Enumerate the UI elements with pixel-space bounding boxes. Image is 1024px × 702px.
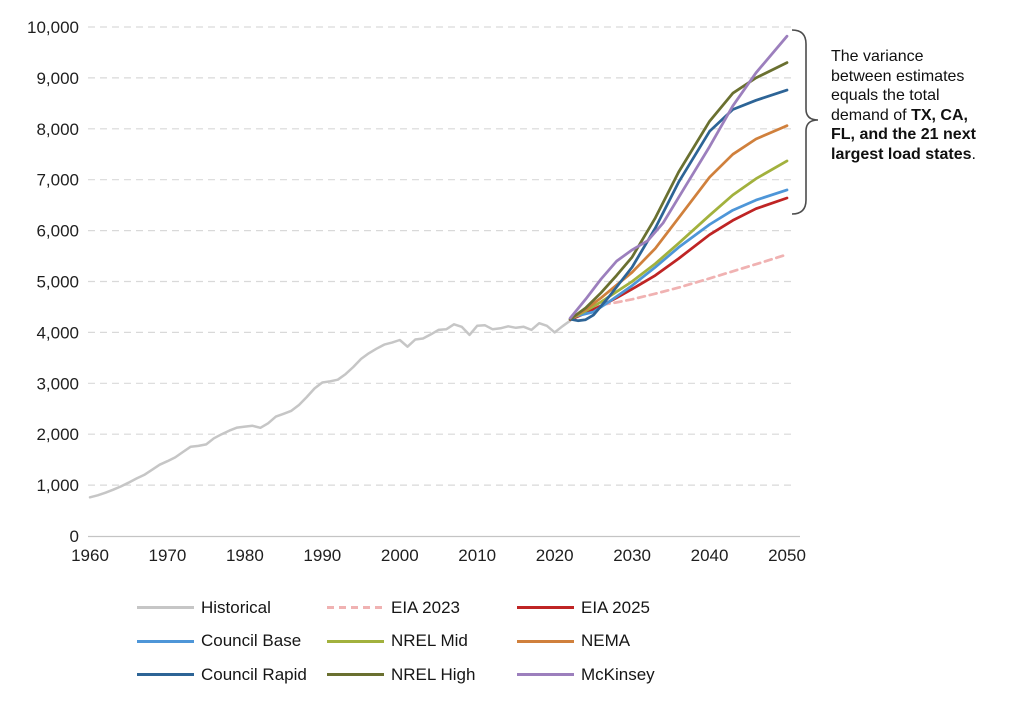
annotation-bold-segment: FL, and the 21 next: [831, 126, 976, 143]
annotation-segment: between estimates: [831, 67, 965, 85]
legend-row: Council Rapid NREL High McKinsey: [137, 658, 877, 692]
legend-swatch-nema: [517, 639, 574, 643]
x-tick-label-1990: 1990: [303, 546, 341, 565]
x-tick-label-2010: 2010: [458, 546, 496, 565]
y-axis-tick-labels: 0 1,000 2,000 3,000 4,000 5,000 6,000 7,000 8,00…: [27, 18, 79, 546]
y-tick-label-1000: 1,000: [36, 476, 79, 495]
x-tick-label-1960: 1960: [71, 546, 109, 565]
annotation-segment: .: [971, 145, 976, 163]
legend-item-eia-2023: EIA 2023: [327, 598, 517, 618]
chart-legend: Historical EIA 2023 EIA 2025 Council Base NR…: [137, 591, 877, 692]
legend-label: Historical: [201, 597, 271, 617]
series-line-council-rapid: [568, 88, 789, 323]
legend-swatch-council-base: [137, 639, 194, 643]
annotation-segment: The variance: [831, 48, 924, 65]
legend-swatch-eia-2023: [327, 606, 384, 610]
y-tick-label-9000: 9,000: [36, 69, 79, 88]
annotation-line: demand of TX, CA,: [831, 106, 1021, 126]
series-lines: [88, 34, 789, 499]
legend-swatch-mckinsey: [517, 673, 574, 677]
annotation-line: largest load states.: [831, 145, 1021, 165]
annotation-line: The variance: [831, 47, 1021, 67]
legend-swatch-nrel-mid: [327, 639, 384, 643]
legend-swatch-council-rapid: [137, 673, 194, 677]
y-tick-label-0: 0: [70, 527, 79, 546]
annotation-segment: demand of: [831, 106, 912, 124]
legend-label: EIA 2023: [391, 597, 461, 617]
legend-row: Council Base NREL Mid NEMA: [137, 625, 877, 659]
y-tick-label-3000: 3,000: [36, 374, 79, 393]
y-tick-label-4000: 4,000: [36, 323, 79, 342]
legend-item-nema: NEMA: [517, 631, 707, 651]
y-tick-label-5000: 5,000: [36, 273, 79, 292]
legend-item-historical: Historical: [137, 598, 327, 618]
series-line-historical: [88, 319, 572, 499]
series-line-nrel-high: [568, 61, 789, 321]
annotation-text: The variance between estimates equals the …: [831, 47, 1021, 164]
series-line-nrel-mid: [568, 159, 789, 321]
y-tick-label-7000: 7,000: [36, 171, 79, 190]
x-tick-label-2020: 2020: [536, 546, 574, 565]
legend-item-council-rapid: Council Rapid: [137, 665, 327, 685]
annotation-segment: equals the total: [831, 87, 940, 104]
legend-item-eia-2025: EIA 2025: [517, 598, 707, 618]
legend-label: NEMA: [581, 631, 631, 651]
series-line-eia-2023: [568, 253, 789, 321]
legend-row: Historical EIA 2023 EIA 2025: [137, 591, 877, 625]
annotation-line: between estimates: [831, 67, 1021, 87]
series-line-nema: [568, 124, 789, 321]
x-tick-label-2000: 2000: [381, 546, 419, 565]
annotation-bold-segment: largest load states: [831, 145, 972, 163]
legend-label: EIA 2025: [581, 597, 651, 617]
annotation-line: FL, and the 21 next: [831, 125, 1021, 145]
legend-label: NREL Mid: [391, 631, 468, 651]
legend-swatch-nrel-high: [327, 673, 384, 677]
x-tick-label-1980: 1980: [226, 546, 264, 565]
legend-swatch-historical: [137, 606, 194, 610]
legend-label: Council Base: [201, 631, 302, 651]
y-tick-label-2000: 2,000: [36, 425, 79, 444]
legend-label: Council Rapid: [201, 664, 307, 684]
annotation-line: equals the total: [831, 86, 1021, 106]
variance-brace: [791, 29, 819, 215]
x-axis-tick-labels: 1960 1970 1980 1990 2000 2010 2020 2030 2040 2050: [71, 546, 806, 565]
legend-swatch-eia-2025: [517, 606, 574, 610]
series-line-mckinsey: [568, 34, 789, 320]
x-tick-label-1970: 1970: [149, 546, 187, 565]
legend-item-council-base: Council Base: [137, 631, 327, 651]
legend-label: McKinsey: [581, 664, 655, 684]
legend-item-nrel-high: NREL High: [327, 665, 517, 685]
y-tick-label-10000: 10,000: [27, 18, 79, 37]
series-line-council-base: [568, 188, 789, 321]
x-tick-label-2050: 2050: [768, 546, 806, 565]
legend-item-mckinsey: McKinsey: [517, 665, 707, 685]
legend-item-nrel-mid: NREL Mid: [327, 631, 517, 651]
y-tick-label-8000: 8,000: [36, 120, 79, 139]
gridlines: [88, 26, 793, 486]
legend-label: NREL High: [391, 664, 476, 684]
annotation-bold-segment: TX, CA,: [911, 106, 968, 124]
x-tick-label-2030: 2030: [613, 546, 651, 565]
y-tick-label-6000: 6,000: [36, 222, 79, 241]
x-tick-label-2040: 2040: [691, 546, 729, 565]
series-line-eia-2025: [568, 196, 789, 322]
